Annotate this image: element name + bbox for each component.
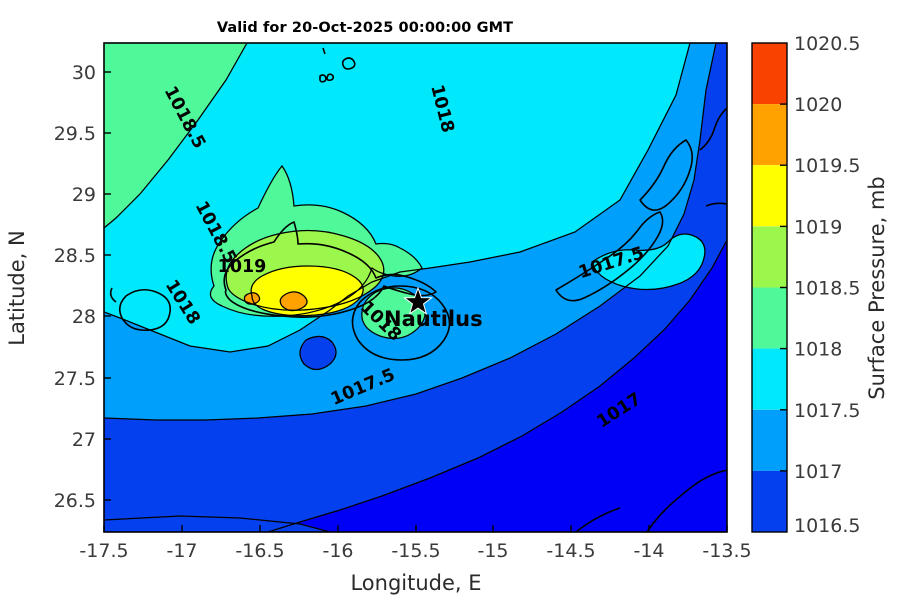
colorbar[interactable]: 1020.5 1020 1019.5 1019 1018.5 1018 1017… bbox=[751, 33, 889, 537]
colorbar-swatch bbox=[752, 104, 787, 166]
ring-1019_5 bbox=[251, 266, 364, 316]
coast-salvage-c bbox=[326, 73, 335, 82]
y-tick-label: 27 bbox=[72, 429, 96, 451]
colorbar-ticks bbox=[780, 103, 787, 472]
colorbar-swatch bbox=[752, 287, 787, 349]
x-tick-labels: -17.5 -17 -16.5 -16 -15.5 -15 -14.5 -14 … bbox=[79, 540, 751, 562]
figure-title: Valid for 20-Oct-2025 00:00:00 GMT bbox=[216, 20, 514, 36]
colorbar-swatch bbox=[752, 348, 787, 410]
contour-label: 1019 bbox=[218, 257, 267, 277]
coast-salvage-b bbox=[319, 74, 327, 83]
colorbar-tick-label: 1017.5 bbox=[794, 400, 860, 422]
coast-fuerteventura bbox=[555, 211, 664, 302]
core-1020-a bbox=[280, 291, 308, 311]
coast-gran-canaria bbox=[351, 285, 451, 361]
coast-ne-fragment-b bbox=[705, 202, 727, 207]
band-1018_5-nw bbox=[104, 43, 247, 228]
x-tick-label: -14.5 bbox=[546, 540, 595, 562]
station-marker-nautilus[interactable]: Nautilus bbox=[384, 286, 483, 331]
colorbar-swatch bbox=[752, 43, 787, 105]
contour-1020-b bbox=[243, 292, 261, 305]
coast-tenerife bbox=[223, 221, 437, 318]
band-1016_5 bbox=[268, 240, 727, 532]
coast-la-gomera bbox=[118, 288, 172, 332]
contour-1017_5-south bbox=[104, 43, 727, 421]
contour-1018-north bbox=[104, 43, 691, 353]
y-tick-label: 30 bbox=[72, 62, 96, 84]
station-label: Nautilus bbox=[384, 307, 483, 331]
contour-1018_5-tenerife bbox=[209, 164, 423, 317]
contour-1019-tenerife bbox=[225, 229, 385, 311]
y-tick-label: 27.5 bbox=[54, 368, 96, 390]
contour-1018_5-nw bbox=[104, 43, 248, 229]
y-tick-label: 28 bbox=[72, 306, 96, 328]
colorbar-tick-label: 1017 bbox=[794, 461, 842, 483]
x-tick-label: -17.5 bbox=[79, 540, 128, 562]
y-axis-label: Latitude, N bbox=[5, 230, 29, 346]
contour-cold-pool bbox=[299, 335, 337, 371]
axis-ticks bbox=[103, 71, 728, 532]
x-tick-label: -17 bbox=[166, 540, 197, 562]
colorbar-swatch bbox=[752, 470, 787, 532]
tenerife-pressure-high bbox=[210, 166, 422, 317]
coast-salvage-d bbox=[322, 47, 326, 55]
colorbar-swatch bbox=[752, 409, 787, 471]
y-tick-label: 29 bbox=[72, 184, 96, 206]
colorbar-axis-label: Surface Pressure, mb bbox=[865, 176, 889, 399]
colorbar-swatch bbox=[752, 226, 787, 288]
y-tick-label: 28.5 bbox=[54, 245, 96, 267]
coast-lanzarote bbox=[639, 139, 694, 211]
coast-hierro bbox=[109, 287, 117, 303]
contour-1019_5-tenerife bbox=[250, 265, 364, 317]
x-tick-label: -15 bbox=[477, 540, 508, 562]
x-axis-label: Longitude, E bbox=[350, 571, 481, 595]
coast-africa-se bbox=[646, 469, 727, 532]
colorbar-tick-label: 1016.5 bbox=[794, 515, 860, 537]
contour-lines bbox=[104, 43, 727, 532]
contour-1017-sw bbox=[104, 515, 331, 532]
x-tick-label: -16 bbox=[322, 540, 353, 562]
coastlines bbox=[109, 47, 727, 532]
x-tick-label: -16.5 bbox=[235, 540, 284, 562]
cold-pool-center bbox=[299, 336, 337, 370]
coast-ne-fragment-a bbox=[699, 107, 727, 151]
colorbar-tick-label: 1018.5 bbox=[794, 278, 860, 300]
y-tick-label: 26.5 bbox=[54, 490, 96, 512]
colorbar-tick-label: 1019 bbox=[794, 216, 842, 238]
y-tick-labels: 26.5 27 27.5 28 28.5 29 29.5 30 bbox=[54, 62, 96, 512]
x-tick-label: -13.5 bbox=[702, 540, 751, 562]
colorbar-tick-label: 1020.5 bbox=[794, 33, 860, 55]
coast-salvage-a bbox=[341, 57, 356, 70]
coast-africa-se2 bbox=[575, 507, 621, 532]
contour-1017-se bbox=[267, 239, 727, 532]
contour-1018-ne bbox=[591, 233, 706, 291]
x-tick-label: -15.5 bbox=[391, 540, 440, 562]
colorbar-tick-label: 1020 bbox=[794, 94, 842, 116]
colorbar-tick-label: 1019.5 bbox=[794, 155, 860, 177]
x-tick-label: -14 bbox=[633, 540, 664, 562]
contour-1020-a bbox=[279, 291, 308, 312]
band-1016_5-sw bbox=[104, 516, 330, 532]
star-marker-icon[interactable] bbox=[402, 286, 434, 315]
colorbar-tick-label: 1018 bbox=[794, 339, 842, 361]
y-tick-label: 29.5 bbox=[54, 123, 96, 145]
colorbar-swatch bbox=[752, 165, 787, 227]
